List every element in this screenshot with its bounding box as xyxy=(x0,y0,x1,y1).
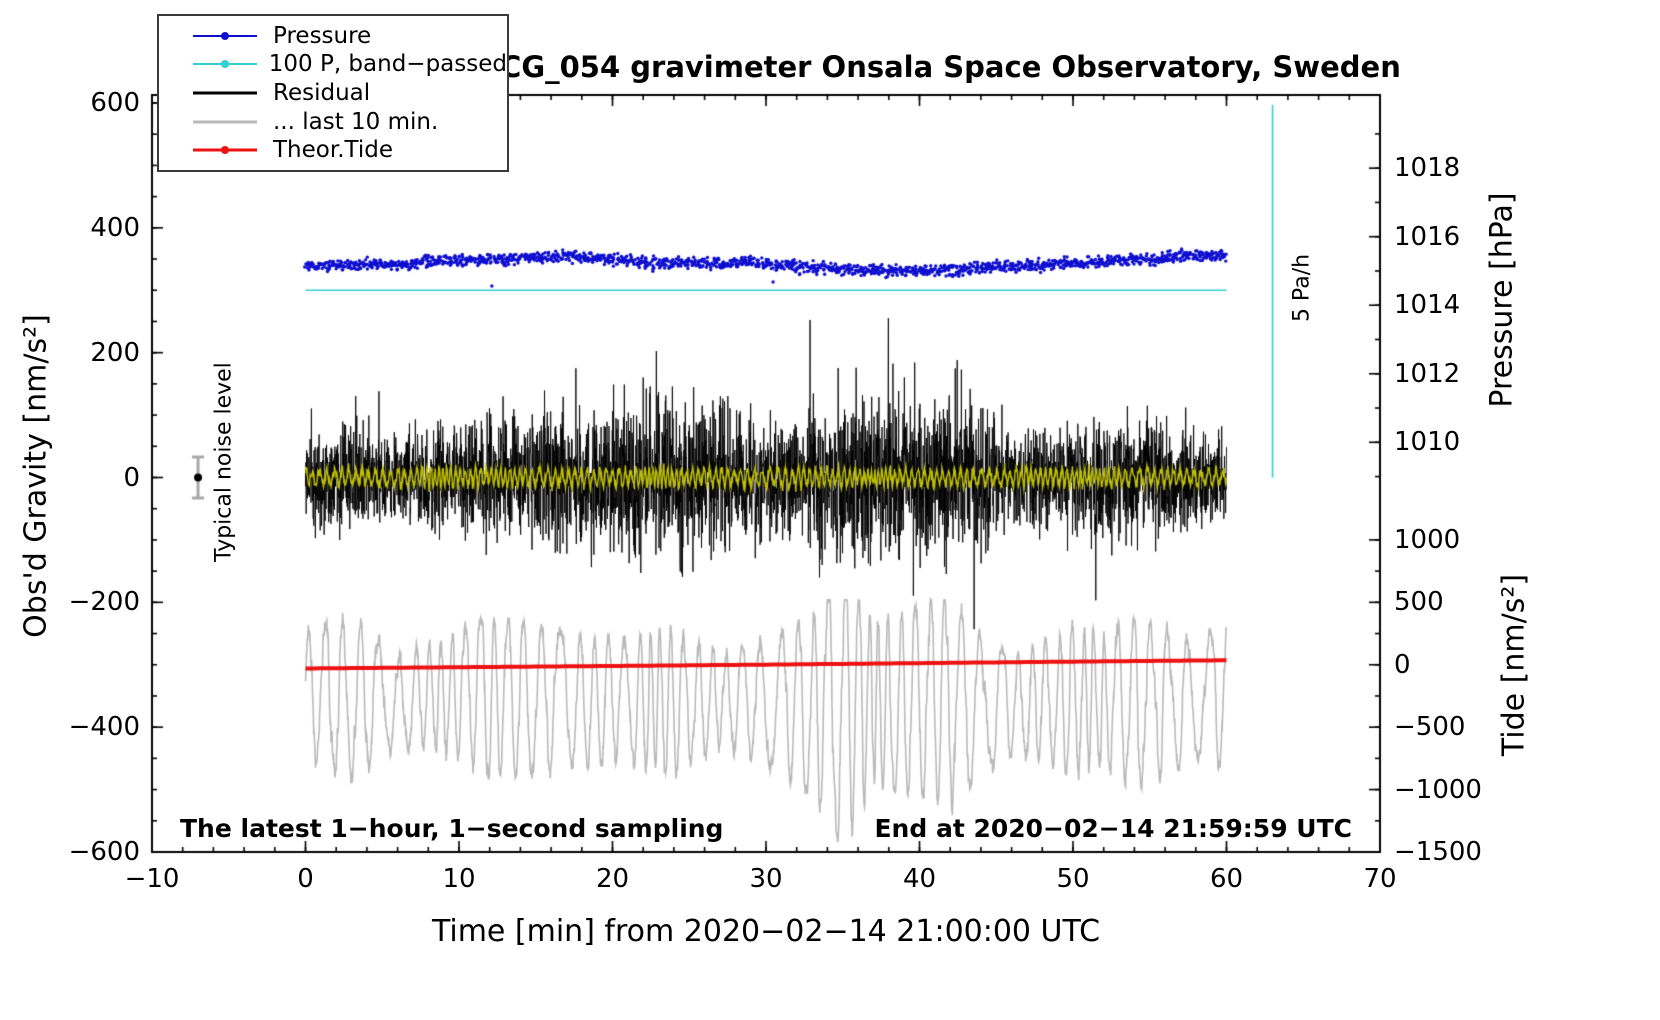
legend-entry: Residual xyxy=(189,80,507,106)
legend-marker-icon xyxy=(193,146,257,155)
y-axis-label-gravity: Obs'd Gravity [nm/s²] xyxy=(18,314,54,638)
legend-entry: 100 P, band−passed xyxy=(189,51,507,77)
legend: Pressure 100 P, band−passed Residual... la… xyxy=(157,14,509,172)
legend-entry: Theor.Tide xyxy=(189,137,507,163)
legend-marker-icon xyxy=(193,31,257,40)
legend-label: Theor.Tide xyxy=(273,137,393,164)
noise-level-annotation: Typical noise level xyxy=(211,362,237,562)
end-time-note: End at 2020−02−14 21:59:59 UTC xyxy=(874,814,1352,843)
legend-marker-icon xyxy=(193,91,257,95)
x-axis-label: Time [min] from 2020−02−14 21:00:00 UTC xyxy=(431,914,1101,949)
legend-label: 100 P, band−passed xyxy=(268,51,507,78)
legend-label: ... last 10 min. xyxy=(273,108,439,135)
legend-entry: ... last 10 min. xyxy=(189,109,507,135)
legend-label: Pressure xyxy=(273,22,372,49)
pressure-slope-annotation: 5 Pa/h xyxy=(1289,253,1315,323)
legend-label: Residual xyxy=(273,79,371,106)
sampling-note: The latest 1−hour, 1−second sampling xyxy=(180,814,724,843)
legend-marker-icon xyxy=(193,120,257,124)
chart-title: SCG_054 gravimeter Onsala Space Observat… xyxy=(479,50,1401,84)
legend-entry: Pressure xyxy=(189,23,507,49)
legend-marker-icon xyxy=(193,60,257,69)
y-axis-label-tide: Tide [nm/s²] xyxy=(1496,573,1532,757)
y-axis-label-pressure: Pressure [hPa] xyxy=(1484,192,1520,408)
